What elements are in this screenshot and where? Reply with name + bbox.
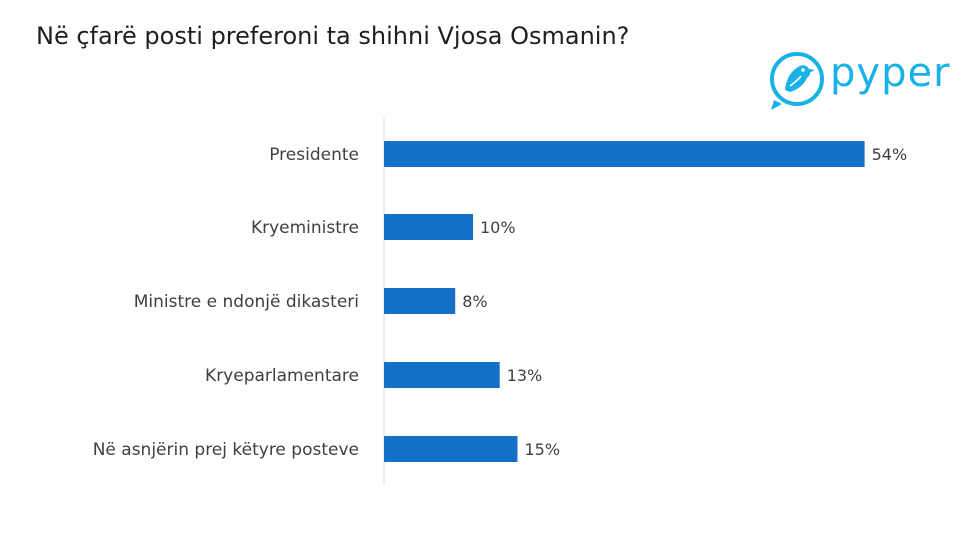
bars-group: Presidente 54% Kryeministre 10% Ministre e n… bbox=[93, 141, 907, 462]
bar-1 bbox=[384, 214, 473, 240]
bar-4 bbox=[384, 436, 518, 462]
value-label-1: 10% bbox=[480, 218, 516, 237]
value-label-2: 8% bbox=[462, 292, 487, 311]
bar-2 bbox=[384, 288, 456, 314]
category-label-3: Kryeparlamentare bbox=[205, 366, 359, 386]
category-label-1: Kryeministre bbox=[251, 218, 359, 238]
pyper-logo: pyper bbox=[768, 50, 951, 112]
chart-title: Në çfarë posti preferoni ta shihni Vjosa… bbox=[36, 22, 630, 50]
bar-3 bbox=[384, 362, 500, 388]
category-label-2: Ministre e ndonjë dikasteri bbox=[134, 292, 359, 312]
value-label-0: 54% bbox=[872, 145, 908, 164]
value-label-3: 13% bbox=[507, 366, 543, 385]
bird-icon bbox=[770, 52, 824, 110]
bar-0 bbox=[384, 141, 865, 167]
logo-text: pyper bbox=[830, 50, 951, 96]
value-label-4: 15% bbox=[525, 440, 561, 459]
category-label-0: Presidente bbox=[269, 145, 359, 165]
category-label-4: Në asnjërin prej këtyre posteve bbox=[93, 440, 359, 460]
